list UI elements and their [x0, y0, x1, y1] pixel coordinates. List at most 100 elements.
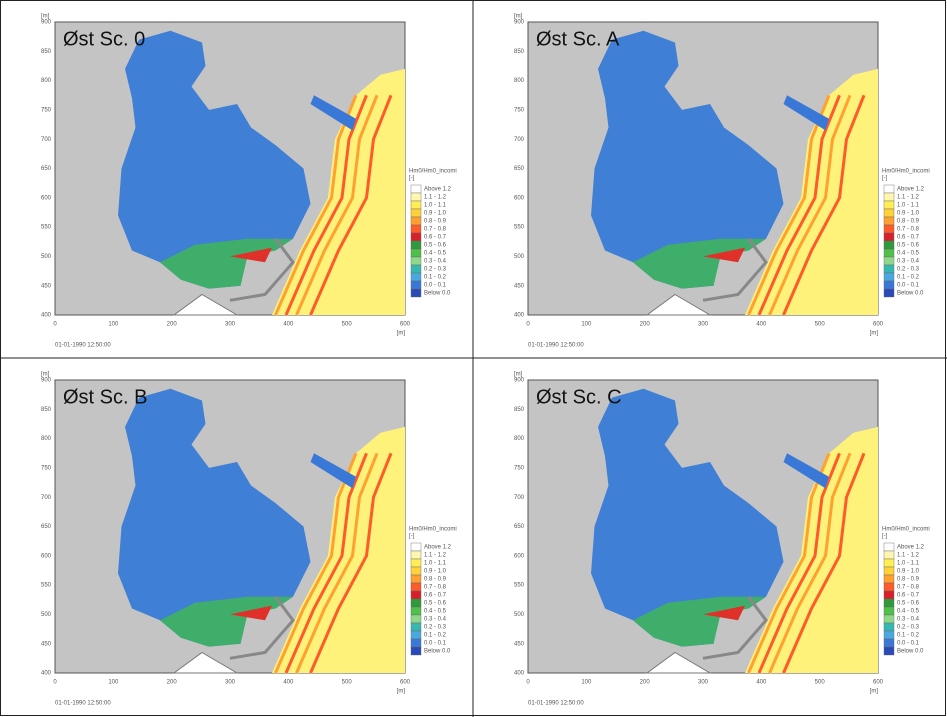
x-tick-label: 500 [815, 680, 826, 686]
legend-label: Below 0.0 [897, 649, 924, 655]
y-tick-label: 700 [514, 137, 525, 143]
legend-swatch [883, 550, 895, 560]
legend-unit: [-] [409, 176, 415, 182]
legend-label: Above 1.2 [897, 545, 925, 551]
legend-label: 0.0 - 0.1 [897, 641, 920, 647]
legend-swatch [883, 646, 895, 656]
legend-swatch [883, 264, 895, 274]
dry-area [172, 293, 239, 316]
legend-title: Hm0/Hm0_incomi [409, 169, 457, 175]
wave-band [309, 94, 393, 316]
timestamp: 01-01-1990 12:50:00 [55, 343, 111, 349]
legend-swatch [883, 240, 895, 250]
wave-band [284, 452, 368, 674]
x-tick-label: 600 [873, 322, 884, 328]
legend-label: Below 0.0 [897, 291, 924, 297]
legend-label: 0.1 - 0.2 [424, 275, 447, 281]
x-tick-label: 200 [640, 322, 651, 328]
legend-title: Hm0/Hm0_incomi [882, 169, 930, 175]
legend-swatch [883, 288, 895, 298]
y-tick-label: 400 [514, 671, 525, 677]
y-tick-label: 650 [41, 166, 52, 172]
wave-band [782, 452, 866, 674]
legend-swatch [883, 248, 895, 258]
y-tick-label: 850 [514, 49, 525, 55]
y-tick-label: 450 [41, 641, 52, 647]
legend-swatch [410, 232, 422, 242]
panel: Øst Sc. A 01-01-1990 12:50:00 0 100 200 300 40… [514, 14, 930, 349]
x-tick-label: 0 [526, 680, 530, 686]
legend-label: 0.7 - 0.8 [424, 227, 447, 233]
legend-label: 0.6 - 0.7 [424, 593, 447, 599]
panel-title: Øst Sc. C [536, 386, 622, 408]
y-tick-label: 800 [514, 78, 525, 84]
y-tick-label: 500 [514, 612, 525, 618]
x-unit: [m] [870, 689, 879, 695]
legend-label: 0.3 - 0.4 [897, 259, 920, 265]
wave-band [757, 94, 841, 316]
legend-label: 0.4 - 0.5 [897, 251, 920, 257]
legend-label: 1.0 - 1.1 [897, 561, 920, 567]
legend-swatch [883, 216, 895, 226]
legend-swatch [410, 646, 422, 656]
y-tick-label: 450 [514, 283, 525, 289]
legend-label: 0.1 - 0.2 [897, 633, 920, 639]
legend-label: 0.7 - 0.8 [424, 585, 447, 591]
legend-unit: [-] [882, 176, 888, 182]
legend-swatch [410, 224, 422, 234]
hotspot [230, 247, 272, 263]
wave-band [309, 452, 393, 674]
legend-swatch [410, 574, 422, 584]
x-tick-label: 600 [873, 680, 884, 686]
legend-swatch [410, 614, 422, 624]
y-unit: [m] [514, 372, 523, 378]
legend-swatch [883, 590, 895, 600]
legend-label: 0.5 - 0.6 [424, 243, 447, 249]
legend-swatch [410, 240, 422, 250]
legend-label: 1.0 - 1.1 [424, 561, 447, 567]
legend-label: 0.1 - 0.2 [424, 633, 447, 639]
y-tick-label: 900 [514, 20, 525, 26]
timestamp: 01-01-1990 12:50:00 [55, 701, 111, 707]
x-tick-label: 600 [400, 680, 411, 686]
legend-swatch [883, 280, 895, 290]
legend-swatch [410, 558, 422, 568]
legend-label: 0.1 - 0.2 [897, 275, 920, 281]
x-tick-label: 0 [526, 322, 530, 328]
map-sea [745, 68, 878, 316]
x-tick-label: 100 [581, 322, 592, 328]
dry-area [645, 293, 712, 316]
legend-swatch [883, 598, 895, 608]
legend-swatch [410, 550, 422, 560]
x-tick-label: 500 [342, 322, 353, 328]
x-tick-label: 200 [167, 322, 178, 328]
legend-label: 1.1 - 1.2 [424, 195, 447, 201]
legend-label: 0.8 - 0.9 [424, 219, 447, 225]
y-unit: [m] [514, 14, 523, 20]
legend-label: 1.1 - 1.2 [424, 553, 447, 559]
legend-swatch [883, 638, 895, 648]
y-tick-label: 900 [41, 378, 52, 384]
legend-swatch [883, 614, 895, 624]
legend-label: 0.3 - 0.4 [424, 259, 447, 265]
y-tick-label: 500 [41, 612, 52, 618]
legend-label: 0.9 - 1.0 [424, 569, 447, 575]
y-tick-label: 750 [41, 465, 52, 471]
timestamp: 01-01-1990 12:50:00 [528, 701, 584, 707]
legend-label: 0.8 - 0.9 [424, 577, 447, 583]
hotspot [703, 247, 745, 263]
basin [118, 388, 311, 647]
wave-band [782, 94, 866, 316]
y-tick-label: 750 [41, 107, 52, 113]
legend-swatch [883, 272, 895, 282]
panel-title: Øst Sc. A [536, 28, 620, 50]
channel [783, 453, 829, 489]
channel [310, 95, 356, 131]
wave-band [768, 94, 852, 316]
legend-swatch [410, 590, 422, 600]
hotspot [703, 605, 745, 621]
timestamp: 01-01-1990 12:50:00 [528, 343, 584, 349]
panel: Øst Sc. 0 01-01-1990 12:50:00 0 100 200 300 40… [41, 14, 457, 349]
legend-label: Above 1.2 [897, 187, 925, 193]
y-tick-label: 600 [514, 553, 525, 559]
